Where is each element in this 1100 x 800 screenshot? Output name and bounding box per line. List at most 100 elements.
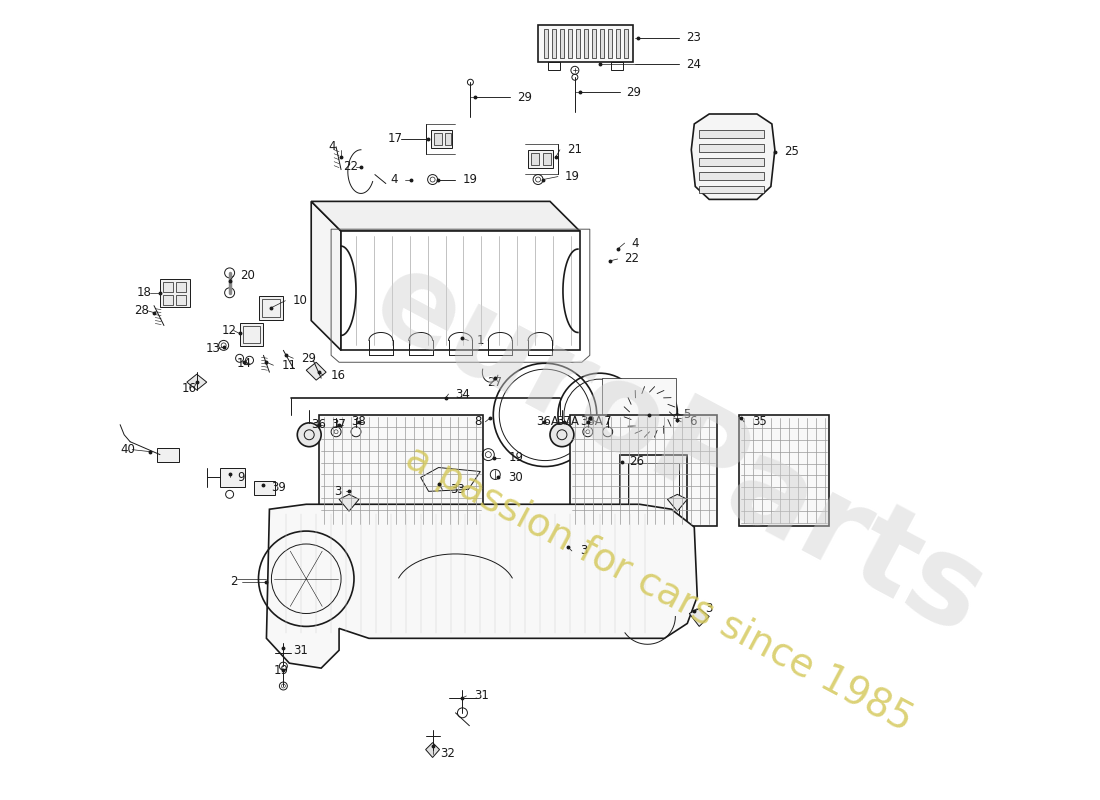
Text: 28: 28 <box>134 304 148 317</box>
Polygon shape <box>339 494 359 511</box>
Text: euroParts: euroParts <box>354 240 1004 660</box>
Polygon shape <box>691 114 774 199</box>
Text: 19: 19 <box>508 451 524 464</box>
Bar <box>700 130 763 138</box>
Bar <box>528 150 553 168</box>
Bar <box>253 482 275 495</box>
Text: 23: 23 <box>686 31 701 44</box>
Text: 37: 37 <box>331 418 346 431</box>
Text: 20: 20 <box>241 270 255 282</box>
Bar <box>319 415 483 526</box>
Bar <box>163 282 173 292</box>
Text: 13: 13 <box>206 342 221 355</box>
Text: 14: 14 <box>236 357 252 370</box>
Bar <box>600 29 604 58</box>
Polygon shape <box>341 231 580 350</box>
Text: 27: 27 <box>487 376 503 389</box>
Bar <box>163 294 173 305</box>
Bar <box>619 454 688 542</box>
Text: 29: 29 <box>517 90 532 104</box>
Bar <box>560 29 564 58</box>
Text: 37A: 37A <box>556 415 579 428</box>
Bar <box>570 415 717 526</box>
Bar <box>624 29 628 58</box>
Polygon shape <box>690 609 710 626</box>
Text: 19: 19 <box>565 170 580 183</box>
Bar <box>176 282 186 292</box>
Text: 31: 31 <box>474 690 490 702</box>
Text: 38: 38 <box>351 415 366 428</box>
Bar <box>700 158 763 166</box>
Text: 16: 16 <box>331 369 346 382</box>
Bar <box>157 448 179 462</box>
Polygon shape <box>311 202 341 350</box>
Text: 4: 4 <box>390 173 398 186</box>
Circle shape <box>297 423 321 446</box>
Text: 21: 21 <box>566 143 582 156</box>
Bar <box>538 25 632 62</box>
Text: 24: 24 <box>686 58 702 71</box>
Bar <box>700 186 763 194</box>
Text: 36: 36 <box>311 418 326 431</box>
Text: 29: 29 <box>301 352 317 365</box>
Text: 2: 2 <box>230 575 238 588</box>
Text: a passion for cars since 1985: a passion for cars since 1985 <box>399 438 920 739</box>
Text: 6: 6 <box>690 415 696 428</box>
Text: 32: 32 <box>441 747 455 760</box>
Bar <box>616 29 619 58</box>
Bar <box>548 62 560 70</box>
Bar <box>160 279 190 306</box>
Polygon shape <box>306 362 326 380</box>
Bar <box>260 296 284 319</box>
Bar <box>592 29 596 58</box>
Bar <box>433 133 441 145</box>
Text: 19: 19 <box>462 173 477 186</box>
Bar <box>430 130 452 148</box>
Bar <box>628 462 680 534</box>
Text: 39: 39 <box>272 481 286 494</box>
Circle shape <box>550 423 574 446</box>
Polygon shape <box>668 494 688 511</box>
Text: 35: 35 <box>752 415 767 428</box>
Bar <box>531 153 539 165</box>
Text: 3: 3 <box>334 485 341 498</box>
Text: 29: 29 <box>627 86 641 98</box>
Text: 5: 5 <box>683 408 691 422</box>
Text: 12: 12 <box>222 324 236 337</box>
Bar <box>568 29 572 58</box>
Polygon shape <box>266 504 697 668</box>
Bar <box>739 415 828 526</box>
Bar <box>552 29 556 58</box>
Text: 26: 26 <box>629 455 645 468</box>
Text: 40: 40 <box>120 443 135 456</box>
Text: 7: 7 <box>604 415 612 428</box>
Text: 10: 10 <box>293 294 307 307</box>
Text: 9: 9 <box>238 471 245 484</box>
Bar <box>607 29 612 58</box>
Text: 4: 4 <box>328 140 336 154</box>
Polygon shape <box>426 742 440 758</box>
Bar <box>602 378 676 450</box>
Bar <box>263 298 280 317</box>
Bar <box>544 29 548 58</box>
Text: 3: 3 <box>705 602 713 615</box>
Text: 11: 11 <box>282 358 296 372</box>
Bar <box>610 62 623 70</box>
Polygon shape <box>311 202 580 231</box>
Bar <box>576 29 580 58</box>
Circle shape <box>621 384 678 440</box>
Bar <box>240 322 264 346</box>
Text: 38A: 38A <box>580 415 603 428</box>
Text: 3: 3 <box>580 545 587 558</box>
Text: 17: 17 <box>388 132 403 146</box>
Text: 1: 1 <box>476 334 484 347</box>
Text: 33: 33 <box>451 483 465 496</box>
Polygon shape <box>187 374 207 390</box>
Text: 19: 19 <box>274 664 288 677</box>
Bar <box>176 294 186 305</box>
Text: 22: 22 <box>343 160 359 173</box>
Text: 16: 16 <box>182 382 197 394</box>
Bar <box>543 153 551 165</box>
Text: 22: 22 <box>625 253 639 266</box>
Bar <box>243 326 261 343</box>
